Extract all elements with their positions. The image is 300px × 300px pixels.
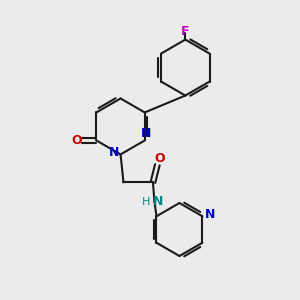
Text: N: N xyxy=(141,128,152,140)
Text: F: F xyxy=(181,25,190,38)
Text: N: N xyxy=(153,195,163,208)
Text: N: N xyxy=(205,208,215,221)
Text: O: O xyxy=(71,134,82,147)
Text: H: H xyxy=(141,196,150,206)
Text: N: N xyxy=(109,146,119,159)
Text: O: O xyxy=(154,152,165,165)
